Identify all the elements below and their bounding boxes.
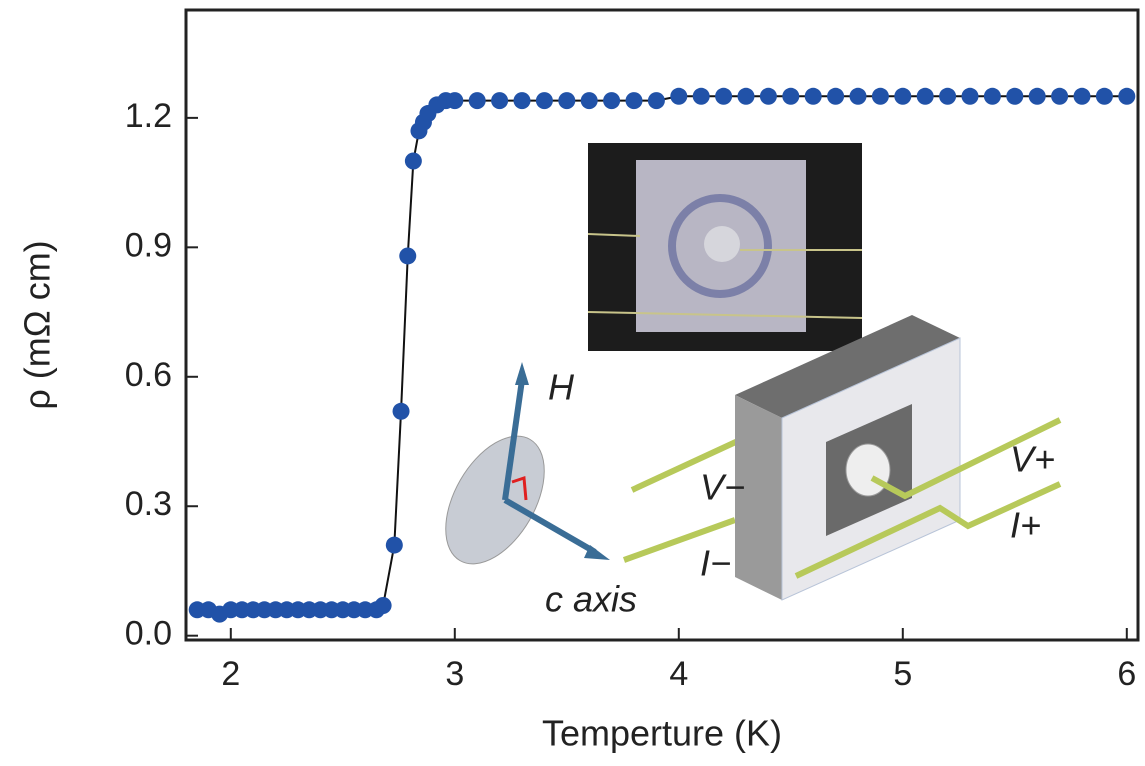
annotation: c axis <box>545 579 637 620</box>
x-tick-label: 3 <box>445 655 464 693</box>
data-point <box>917 88 934 105</box>
annotation: V− <box>700 467 745 508</box>
data-point <box>581 92 598 109</box>
y-tick-label: 0.6 <box>125 356 172 394</box>
y-tick-label: 0.9 <box>125 226 172 264</box>
data-point <box>827 88 844 105</box>
data-point <box>782 88 799 105</box>
x-tick-label: 6 <box>1117 655 1136 693</box>
data-point <box>393 403 410 420</box>
sample-schematic <box>425 315 1060 600</box>
data-point <box>760 88 777 105</box>
y-tick-label: 0.0 <box>125 615 172 653</box>
x-tick-label: 2 <box>221 655 240 693</box>
annotation: I− <box>700 543 731 584</box>
data-point <box>715 88 732 105</box>
data-point <box>1074 88 1091 105</box>
data-point <box>386 537 403 554</box>
data-point <box>514 92 531 109</box>
data-point <box>469 92 486 109</box>
x-tick-label: 5 <box>893 655 912 693</box>
annotation: H <box>548 367 575 408</box>
data-point <box>738 88 755 105</box>
data-point <box>693 88 710 105</box>
data-point <box>670 88 687 105</box>
data-point <box>491 92 508 109</box>
data-point <box>648 92 665 109</box>
annotation: I+ <box>1010 505 1041 546</box>
data-point <box>399 247 416 264</box>
data-point <box>1029 88 1046 105</box>
data-point <box>805 88 822 105</box>
data-point <box>1118 88 1135 105</box>
data-point <box>405 153 422 170</box>
data-point <box>626 92 643 109</box>
data-point <box>1096 88 1113 105</box>
y-tick-label: 1.2 <box>125 97 172 135</box>
y-tick-label: 0.3 <box>125 485 172 523</box>
data-point <box>872 88 889 105</box>
data-point <box>603 92 620 109</box>
data-point <box>558 92 575 109</box>
x-axis-label: Temperture (K) <box>542 713 782 754</box>
data-point <box>375 597 392 614</box>
annotation: V+ <box>1010 439 1055 480</box>
data-point <box>939 88 956 105</box>
data-point <box>984 88 1001 105</box>
data-point <box>1006 88 1023 105</box>
data-point <box>536 92 553 109</box>
data-point <box>894 88 911 105</box>
y-axis-label: ρ (mΩ cm) <box>17 240 58 409</box>
data-point <box>962 88 979 105</box>
chart: 0.0 0.3 0.6 0.9 1.2 2 3 4 5 6 Temperture (K) ρ (mΩ … <box>0 0 1145 761</box>
photo-inset <box>588 143 862 351</box>
x-tick-label: 4 <box>669 655 688 693</box>
data-point <box>446 92 463 109</box>
data-point <box>1051 88 1068 105</box>
data-point <box>850 88 867 105</box>
